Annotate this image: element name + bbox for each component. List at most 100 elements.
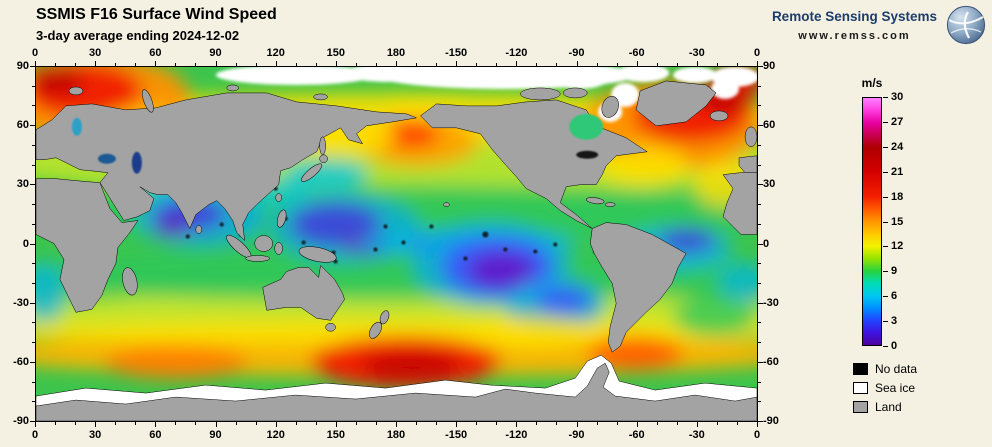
- sea-ice-patch: [617, 67, 670, 82]
- lat-tick: [32, 105, 35, 107]
- lat-tick: [758, 85, 761, 87]
- lon-tick: [476, 63, 478, 66]
- subtitle-date: 3-day average ending 2024-12-02: [36, 28, 240, 43]
- lat-label-left: 90: [16, 60, 29, 72]
- lat-label-left: -60: [13, 355, 29, 368]
- island: [319, 136, 326, 156]
- no-data-speckle: [219, 222, 224, 227]
- lon-tick: [135, 63, 137, 66]
- rss-globe-logo: [946, 5, 986, 45]
- lon-label-bottom: 150: [326, 429, 345, 441]
- lon-tick: [676, 63, 678, 66]
- lon-tick: [616, 422, 618, 425]
- legend-item: Land: [853, 400, 917, 414]
- baltic-sea: [71, 117, 82, 136]
- island: [142, 89, 154, 113]
- lat-tick: [30, 66, 35, 67]
- lon-tick: [576, 422, 578, 427]
- wind-region: [361, 353, 462, 380]
- wind-region: [535, 286, 592, 315]
- colorbar-tick-label: 15: [891, 215, 904, 228]
- lon-tick: [255, 63, 257, 66]
- no-data-speckle: [463, 256, 468, 261]
- lon-tick: [736, 422, 738, 425]
- no-data-speckle: [429, 224, 434, 229]
- lat-label-left: 0: [22, 237, 29, 250]
- lon-label-top: 120: [266, 47, 285, 59]
- lon-label-bottom: 120: [266, 429, 285, 441]
- lon-tick: [255, 422, 257, 425]
- lat-tick: [32, 164, 35, 166]
- landmass-antarctica: [36, 362, 757, 421]
- lon-label-top: -150: [445, 47, 468, 59]
- lat-tick: [758, 144, 761, 146]
- lat-tick: [32, 381, 35, 383]
- lon-tick: [716, 63, 718, 66]
- island: [379, 310, 390, 325]
- lon-tick: [115, 63, 117, 66]
- no-data-speckle: [503, 247, 508, 252]
- lon-tick: [596, 63, 598, 66]
- legend-label: No data: [875, 362, 918, 376]
- lon-tick: [636, 422, 638, 427]
- lat-tick: [32, 401, 35, 403]
- island: [301, 163, 323, 182]
- wind-region: [103, 345, 248, 380]
- lon-tick: [416, 422, 418, 425]
- landmass-africa-east: [36, 178, 139, 313]
- landmass-africa-west: [722, 170, 757, 235]
- lon-tick: [436, 63, 438, 66]
- lon-tick: [556, 63, 558, 66]
- island: [604, 202, 616, 207]
- brand-url-link[interactable]: www.remss.com: [798, 30, 911, 42]
- lat-tick: [32, 85, 35, 87]
- lat-tick: [758, 184, 763, 186]
- colorbar-tick: [883, 146, 888, 148]
- island: [68, 86, 84, 96]
- caspian-sea: [131, 151, 142, 174]
- lon-tick: [456, 422, 458, 427]
- island: [254, 235, 273, 252]
- lon-tick: [115, 422, 117, 425]
- lat-tick: [758, 66, 763, 67]
- lon-tick: [656, 422, 658, 425]
- colorbar-tick-label: 21: [891, 165, 904, 178]
- lat-label-left: -30: [13, 296, 29, 309]
- island: [325, 323, 336, 332]
- lon-tick: [355, 422, 357, 425]
- colorbar-tick: [883, 221, 888, 223]
- lon-tick: [396, 61, 397, 66]
- wind-region: [379, 121, 440, 148]
- world-wind-map: [36, 67, 757, 421]
- lat-tick: [758, 263, 761, 265]
- lat-tick: [32, 342, 35, 344]
- lat-tick: [32, 263, 35, 265]
- arctic-sea-ice-layer: [215, 67, 757, 122]
- lon-tick: [75, 63, 77, 66]
- lon-label-bottom: -150: [445, 429, 468, 441]
- wind-region: [153, 217, 190, 236]
- lon-label-bottom: -90: [568, 429, 585, 441]
- inland-water-layer: [71, 113, 604, 174]
- lat-tick: [32, 204, 35, 206]
- lon-label-top: 180: [386, 47, 406, 59]
- island: [276, 209, 287, 228]
- island: [319, 154, 328, 163]
- lat-tick: [758, 342, 761, 344]
- lon-tick: [235, 63, 237, 66]
- colorbar-tick: [883, 171, 888, 173]
- colorbar-tick-label: 0: [891, 340, 898, 352]
- lon-tick: [35, 61, 36, 66]
- lat-tick: [758, 243, 763, 245]
- colorbar-tick: [883, 97, 888, 98]
- no-data-speckle: [401, 240, 406, 245]
- great-lakes: [576, 150, 599, 159]
- no-data-speckle: [373, 247, 378, 252]
- lat-label-right: -90: [763, 415, 779, 427]
- lat-tick: [758, 204, 761, 206]
- colorbar-tick: [883, 121, 888, 123]
- lon-label-bottom: 0: [753, 429, 761, 441]
- lat-tick: [758, 125, 763, 127]
- landmass-eurasia: [36, 92, 418, 242]
- wind-region: [717, 262, 757, 303]
